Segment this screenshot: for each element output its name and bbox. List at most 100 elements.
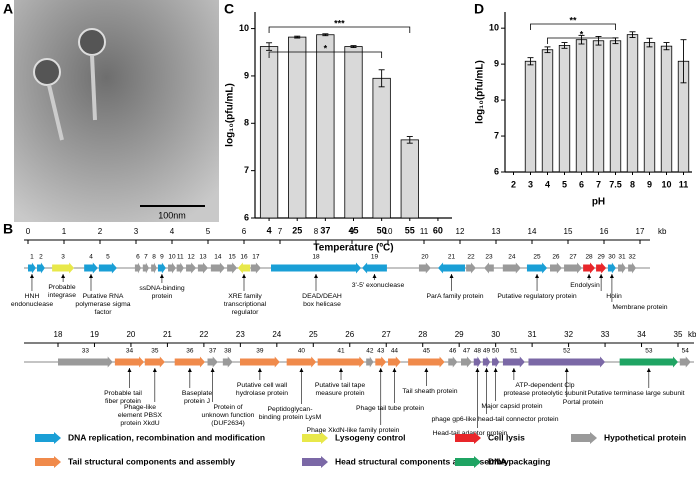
gene-annotation: Portal protein: [563, 399, 604, 406]
gene-annotation: XRE family: [228, 293, 262, 300]
error-bar: [646, 37, 653, 48]
gene-number: 29: [598, 254, 606, 261]
y-tick-label: 7: [494, 130, 499, 140]
scale-tick-label: 9: [350, 227, 355, 236]
y-tick-label: 9: [244, 70, 249, 80]
gene-annotation: Probable tail: [104, 390, 142, 397]
significance-label: *: [580, 29, 584, 39]
gene-arrow: [186, 262, 197, 274]
gene-annotation: protein: [152, 293, 173, 300]
significance-bracket: [268, 51, 383, 58]
gene-number: 50: [492, 348, 500, 355]
gene-arrow: [550, 262, 562, 274]
scale-tick-label: 34: [637, 330, 646, 339]
pointer-head: [424, 368, 429, 372]
x-tick-label: 11: [679, 179, 689, 189]
scale-tick-label: 10: [384, 227, 393, 236]
gene-annotation: element PBSX: [118, 412, 163, 419]
bar: [592, 40, 605, 173]
bar: [575, 39, 588, 173]
micrograph: [14, 0, 219, 222]
gene-arrow: [222, 356, 233, 368]
legend-swatch: [35, 432, 61, 444]
gene-number: 32: [628, 254, 636, 261]
gene-arrow: [197, 262, 208, 274]
scale-tick-label: 3: [134, 227, 139, 236]
gene-number: 37: [209, 348, 217, 355]
pointer-head: [89, 274, 93, 278]
gene-annotation: box helicase: [303, 301, 341, 308]
scale-tick-label: 6: [242, 227, 247, 236]
gene-arrow: [317, 356, 365, 368]
x-tick-label: 37: [320, 225, 330, 235]
gene-annotation: Putative tail tape: [315, 382, 365, 389]
gene-arrow: [286, 356, 317, 368]
x-tick-label: 45: [348, 225, 358, 235]
scale-tick-label: 4: [170, 227, 175, 236]
panel-label: D: [474, 1, 484, 17]
gene-arrow: [418, 262, 431, 274]
error-bar: [544, 46, 551, 54]
pointer-head: [493, 368, 498, 372]
legend-swatch: [571, 432, 597, 444]
bar: [288, 36, 307, 219]
significance-label: ***: [334, 18, 345, 28]
bar: [558, 45, 571, 173]
bar: [660, 45, 673, 173]
gene-number: 4: [89, 254, 93, 261]
significance-label: *: [324, 43, 328, 53]
gene-arrow: [98, 262, 117, 274]
panel-label: A: [3, 1, 13, 17]
pointer-head: [372, 274, 377, 278]
pointer-head: [646, 368, 651, 372]
gene-arrow: [144, 356, 165, 368]
phage-tail: [90, 54, 97, 121]
scale-tick-label: 27: [382, 330, 391, 339]
panel-label: C: [224, 1, 234, 17]
gene-number: 18: [312, 254, 320, 261]
error-bar: [294, 35, 301, 39]
gene-annotation: protease proteolytic subunit: [503, 390, 586, 397]
gene-annotation: transcriptional: [224, 301, 267, 308]
gene-number: 54: [682, 348, 690, 355]
gene-number: 44: [391, 348, 399, 355]
error-bar: [322, 33, 329, 37]
pointer-head: [484, 368, 489, 372]
pointer-head: [127, 368, 132, 372]
scale-unit: kb: [688, 330, 696, 339]
gene-annotation: binding protein LysM: [259, 414, 322, 421]
error-bar: [406, 136, 413, 144]
gene-number: 19: [371, 254, 379, 261]
gene-annotation: fiber protein: [105, 398, 141, 405]
gene-arrow: [237, 262, 251, 274]
gene-arrow: [502, 262, 521, 274]
scale-tick-label: 29: [455, 330, 464, 339]
gene-number: 34: [126, 348, 134, 355]
y-axis-title: log₁₀(pfu/mL): [225, 83, 236, 147]
gene-number: 3: [61, 254, 65, 261]
gene-arrow: [114, 356, 145, 368]
x-axis-title: Temperature (ºC): [313, 243, 393, 254]
gene-annotation: Putative regulatory protein: [497, 293, 577, 300]
gene-annotation: measure protein: [315, 390, 364, 397]
x-tick-label: 60: [433, 225, 443, 235]
gene-annotation: ssDNA-binding: [139, 285, 185, 292]
bar: [400, 139, 419, 219]
error-bar: [350, 45, 357, 48]
scale-tick-label: 2: [98, 227, 103, 236]
gene-annotation: polymerase sigma: [75, 301, 130, 308]
gene-annotation: factor: [95, 309, 113, 316]
scale-tick-label: 14: [528, 227, 537, 236]
gene-number: 5: [106, 254, 110, 261]
y-axis-title: log₁₀(pfu/mL): [475, 60, 486, 124]
pointer-head: [511, 368, 516, 372]
pointer-head: [152, 368, 157, 372]
scale-tick-label: 24: [272, 330, 281, 339]
bar: [372, 77, 391, 219]
y-tick-label: 10: [239, 23, 249, 33]
legend-swatch: [302, 432, 328, 444]
gene-annotation: phage gp6-like head-tail connector prote…: [432, 416, 559, 423]
gene-annotation: HNH: [25, 293, 40, 300]
gene-arrow: [607, 262, 616, 274]
